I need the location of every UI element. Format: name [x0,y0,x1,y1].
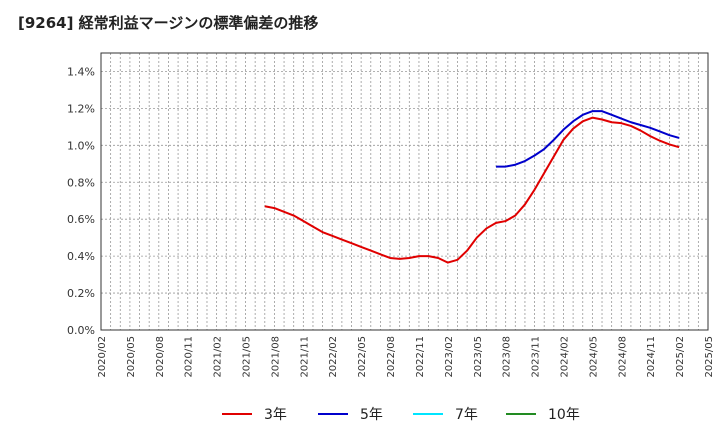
legend-label-10年: 10年 [548,407,580,423]
legend: 3年 5年 7年 10年 [222,407,580,423]
chart-title: [9264] 経常利益マージンの標準偏差の推移 [18,14,319,32]
plot-frame [100,52,709,331]
legend-label-3年: 3年 [264,407,287,423]
x-tick-label: 2021/05 [242,336,253,378]
x-tick-label: 2021/02 [213,336,224,378]
x-axis: 2020/02 2020/05 2020/08 2020/11 2021/02 2021/… [97,336,715,378]
x-tick-label: 2024/08 [617,336,628,378]
x-tick-label: 2024/02 [559,336,570,378]
x-tick-label: 2023/11 [531,336,542,378]
y-tick-label: 0.8% [67,176,95,189]
x-tick-label: 2024/05 [588,336,599,378]
x-tick-label: 2020/11 [184,336,195,378]
legend-label-7年: 7年 [455,407,478,423]
x-tick-label: 2020/08 [155,336,166,378]
series-line-5年 [496,110,680,168]
series-line-3年 [264,116,680,264]
x-tick-label: 2022/05 [357,336,368,378]
x-tick-label: 2023/02 [444,336,455,378]
x-tick-label: 2023/05 [473,336,484,378]
x-tick-label: 2022/11 [415,336,426,378]
x-tick-label: 2020/05 [126,336,137,378]
x-tick-label: 2020/02 [97,336,108,378]
y-tick-label: 0.0% [67,324,95,337]
x-tick-label: 2024/11 [646,336,657,378]
x-tick-label: 2022/08 [386,336,397,378]
x-tick-label: 2021/08 [270,336,281,378]
series-lines [264,110,680,264]
legend-label-5年: 5年 [360,407,383,423]
x-tick-label: 2025/02 [675,336,686,378]
x-tick-label: 2022/02 [328,336,339,378]
plot-background [101,53,708,330]
y-tick-label: 0.6% [67,213,95,226]
y-tick-label: 1.0% [67,139,95,152]
y-tick-label: 0.4% [67,250,95,263]
x-tick-label: 2021/11 [299,336,310,378]
x-tick-label: 2023/08 [502,336,513,378]
y-axis: 0.0% 0.2% 0.4% 0.6% 0.8% 1.0% 1.2% 1.4% [67,65,95,337]
y-tick-label: 1.4% [67,65,95,78]
grid [101,53,708,330]
y-tick-label: 0.2% [67,287,95,300]
x-tick-label: 2025/05 [704,336,715,378]
y-tick-label: 1.2% [67,102,95,115]
